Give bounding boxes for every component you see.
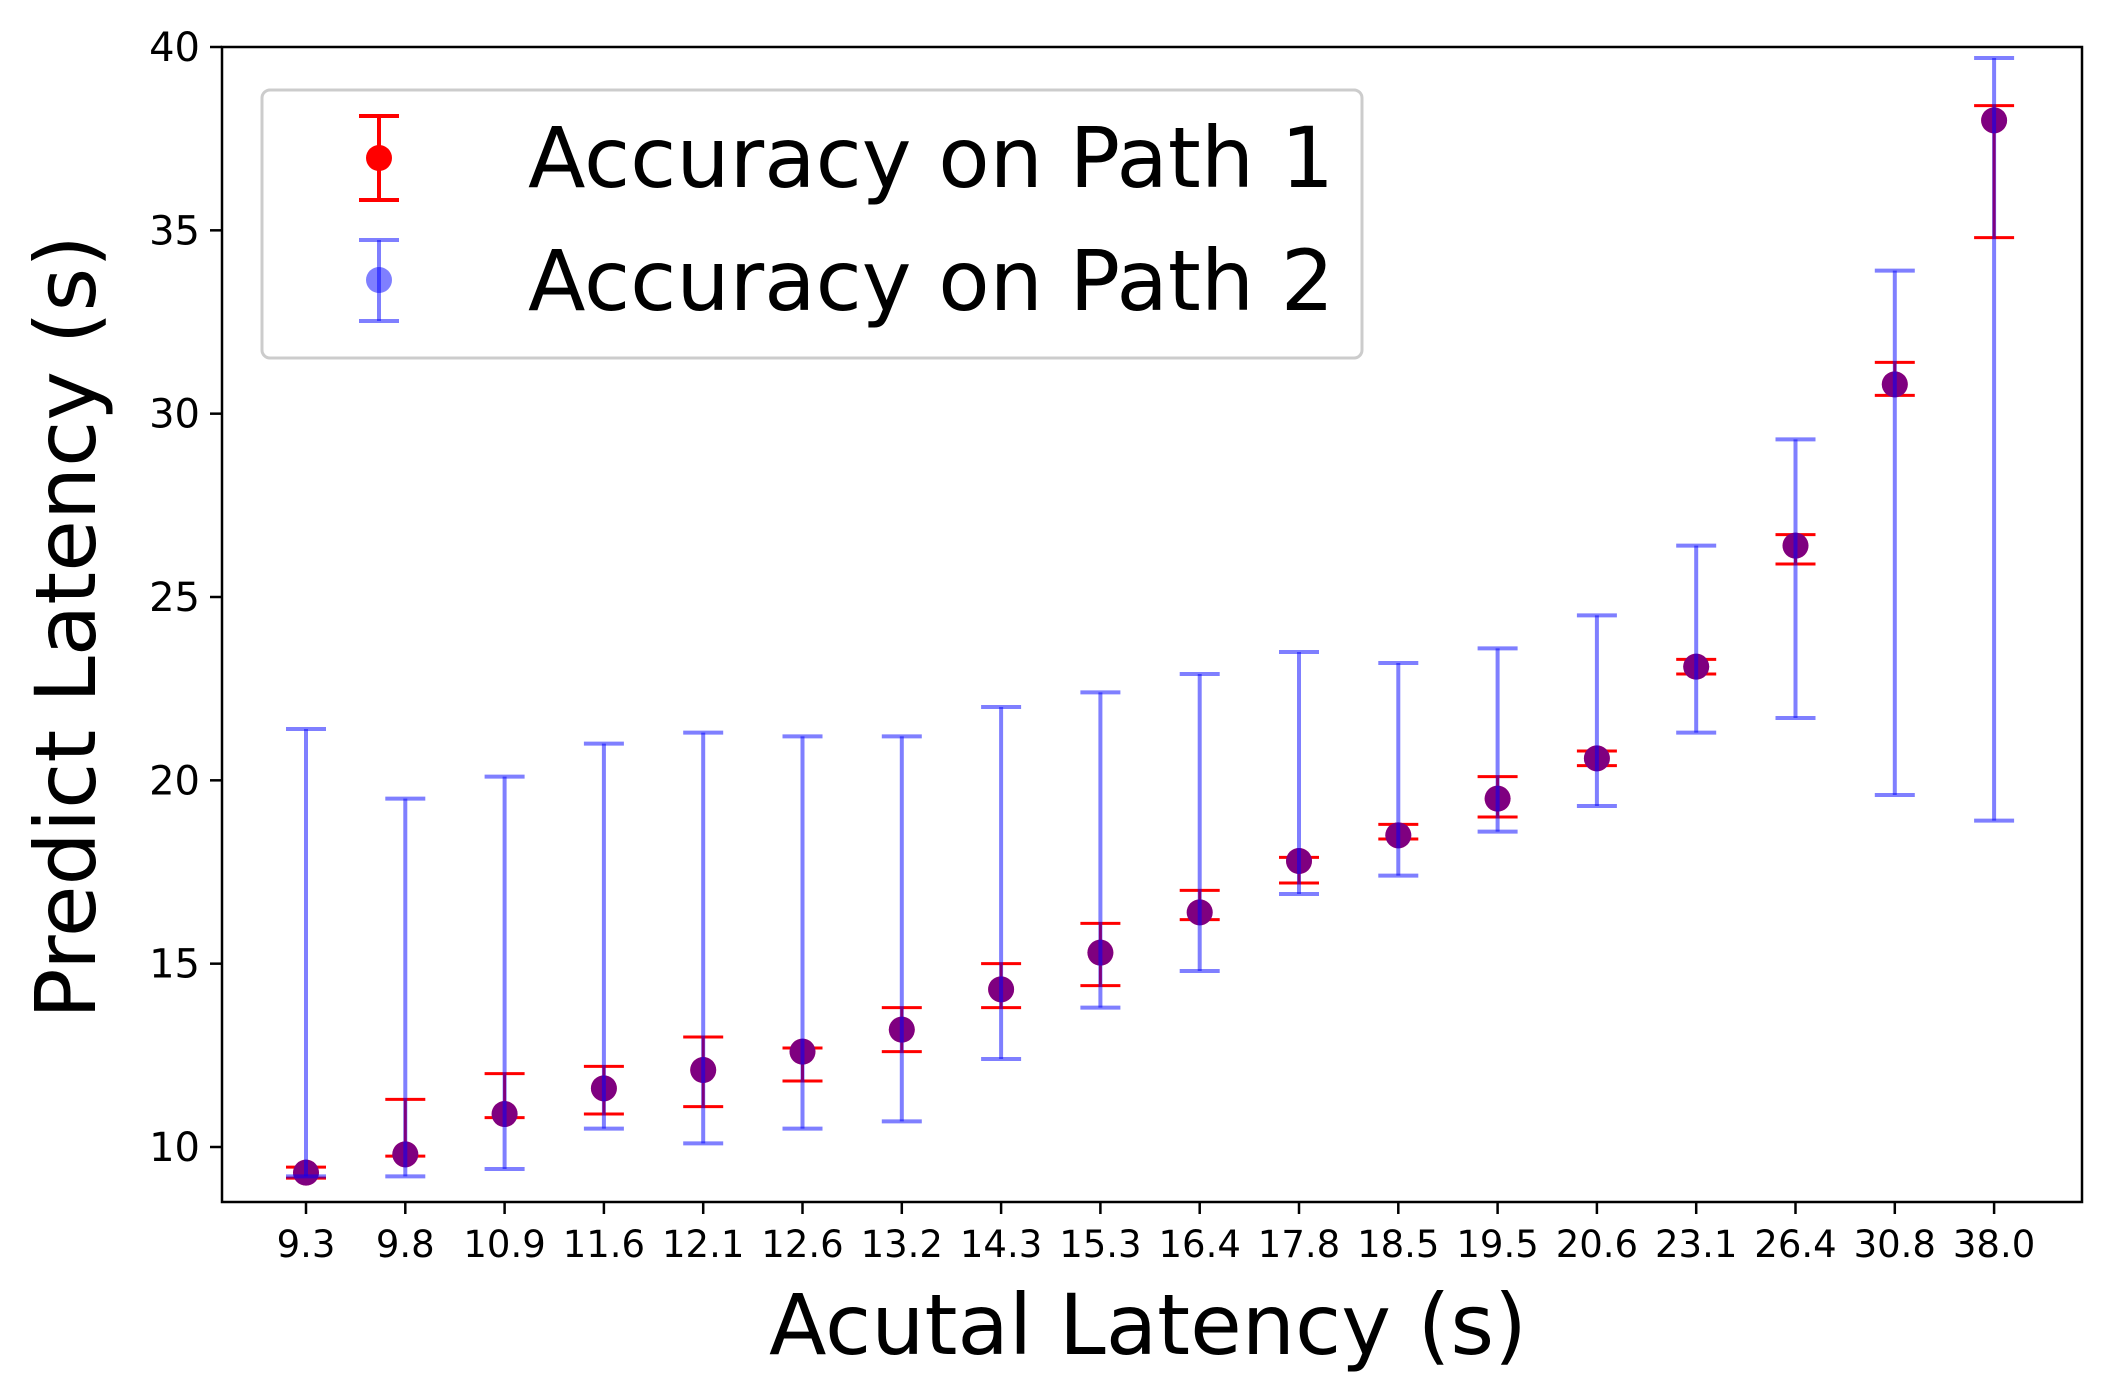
data-point-path2 (491, 1101, 518, 1127)
data-point-path2 (1881, 371, 1908, 398)
y-tick-label: 15 (149, 942, 200, 988)
x-axis-label: Acutal Latency (s) (769, 1276, 1527, 1374)
data-point-path2 (1385, 822, 1412, 849)
axes-layer: 10 15 20 25 30 35 40 9.3 9.8 10.9 11.6 12.1 12.6 13.2… (149, 25, 2084, 1266)
legend-label-path2: Accuracy on Path 2 (528, 232, 1334, 330)
x-tick-label: 18.5 (1357, 1223, 1439, 1266)
x-tick-label: 12.1 (662, 1223, 744, 1266)
y-tick-label: 40 (149, 25, 200, 71)
data-point-path2 (1981, 107, 2008, 134)
x-tick-label: 12.6 (761, 1223, 843, 1266)
y-tick-label: 30 (149, 392, 200, 438)
x-tick-label: 23.1 (1655, 1223, 1737, 1266)
data-point-path2 (1782, 532, 1809, 559)
data-point-path2 (1286, 848, 1312, 874)
data-layer (286, 56, 2015, 1186)
x-tick-label: 38.0 (1953, 1223, 2035, 1266)
x-tick-label: 14.3 (960, 1223, 1042, 1266)
x-tick-label: 26.4 (1754, 1223, 1836, 1266)
data-point-path2 (789, 1038, 816, 1065)
legend: Accuracy on Path 1 Accuracy on Path 2 (260, 88, 1364, 360)
data-point-path2 (888, 1016, 915, 1043)
legend-entry-path1: Accuracy on Path 1 (359, 109, 1334, 207)
x-tick-label: 20.6 (1556, 1223, 1638, 1266)
y-tick-label: 35 (149, 208, 200, 254)
y-tick-label: 20 (149, 758, 200, 804)
data-point-path2 (293, 1159, 319, 1186)
data-point-path2 (1683, 653, 1710, 680)
x-tick-label: 19.5 (1456, 1223, 1538, 1266)
y-axis-label: Predict Latency (s) (17, 235, 115, 1019)
y-tick-label: 25 (149, 575, 200, 621)
x-tick-label: 16.4 (1159, 1223, 1241, 1266)
x-tick-label: 30.8 (1854, 1223, 1936, 1266)
x-tick-label: 9.3 (277, 1223, 336, 1266)
plot-frame (220, 45, 2084, 1204)
data-point-path2 (1186, 899, 1213, 926)
y-tick-label: 10 (149, 1125, 200, 1171)
x-tick-label: 10.9 (463, 1223, 545, 1266)
data-point-path2 (392, 1141, 419, 1168)
legend-path1-marker-icon (366, 145, 392, 171)
legend-frame (260, 88, 1364, 360)
data-point-path2 (988, 976, 1015, 1003)
x-tick-label: 17.8 (1258, 1223, 1340, 1266)
x-tick-label: 15.3 (1059, 1223, 1141, 1266)
data-point-path2 (1484, 785, 1511, 812)
legend-path2-marker-icon (366, 267, 392, 293)
legend-label-path1: Accuracy on Path 1 (528, 109, 1334, 207)
legend-entry-path2: Accuracy on Path 2 (359, 232, 1334, 330)
x-tick-label: 13.2 (861, 1223, 943, 1266)
data-point-path2 (1087, 939, 1114, 966)
data-point-path2 (1583, 745, 1610, 772)
data-point-path2 (590, 1075, 617, 1102)
data-point-path2 (690, 1057, 717, 1083)
x-tick-label: 9.8 (376, 1223, 435, 1266)
x-tick-label: 11.6 (563, 1223, 645, 1266)
